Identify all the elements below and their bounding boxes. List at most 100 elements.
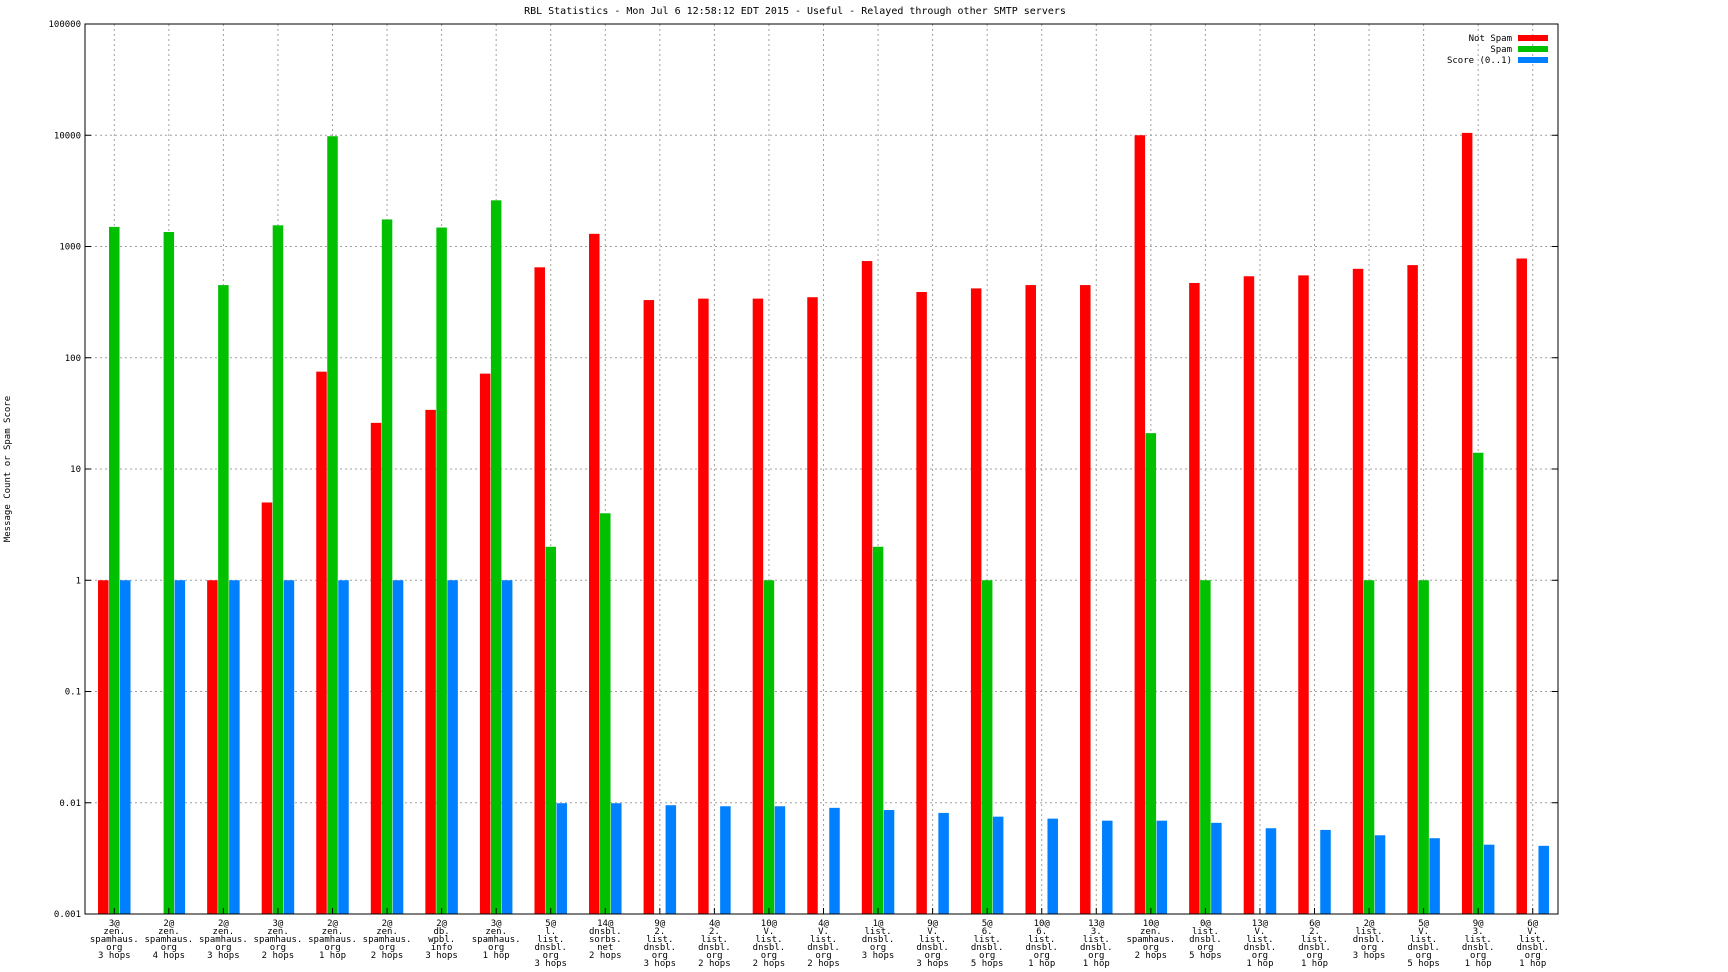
bar-not-spam	[1461, 132, 1473, 914]
bar-spam	[1363, 580, 1375, 914]
bar-score-0-1	[1047, 818, 1058, 914]
bar-not-spam	[534, 267, 545, 915]
bar-spam	[981, 580, 993, 914]
x-tick-label: 2@ zen. spamhaus. org 4 hops	[144, 919, 193, 961]
bar-not-spam	[425, 409, 436, 914]
bar-score-0-1	[938, 812, 949, 914]
bar-not-spam	[1080, 285, 1091, 915]
bar-not-spam	[1516, 258, 1527, 914]
bar-score-0-1	[120, 580, 131, 914]
bar-spam	[1200, 580, 1211, 914]
bar-not-spam	[1298, 275, 1309, 914]
y-axis-ticks: 0.001 0.01 0.1 1 10 100 1000 10000 100000	[48, 20, 1558, 920]
bar-not-spam	[479, 373, 491, 914]
x-tick-label: 2@ db. wpbl. info 3 hops	[425, 919, 458, 961]
x-tick-label: 10@ V. list. dnsbl. org 2 hops	[753, 919, 786, 969]
bar-group	[98, 132, 1549, 915]
bar-score-0-1	[1320, 829, 1331, 914]
bar-not-spam	[98, 580, 109, 914]
bar-score-0-1	[447, 580, 458, 914]
bar-not-spam	[970, 288, 982, 914]
bar-not-spam	[698, 298, 709, 915]
bar-spam	[163, 232, 175, 914]
bar-spam	[436, 227, 447, 915]
bar-score-0-1	[283, 580, 295, 914]
bar-not-spam	[861, 261, 873, 914]
x-tick-label: 2@ zen. spamhaus. org 2 hops	[363, 919, 412, 961]
bar-spam	[381, 219, 393, 914]
bar-spam	[1145, 433, 1157, 914]
y-tick-label: 0.1	[65, 688, 81, 698]
x-tick-label: 3@ zen. spamhaus. org 3 hops	[90, 919, 139, 961]
bar-score-0-1	[392, 580, 404, 914]
y-tick-label: 0.01	[59, 799, 81, 809]
bar-spam	[1472, 452, 1484, 914]
bar-not-spam	[1243, 276, 1255, 914]
x-tick-label: 9@ V. list. dnsbl. org 3 hops	[916, 919, 949, 969]
y-tick-label: 100000	[48, 20, 81, 30]
bar-score-0-1	[720, 806, 731, 914]
bar-not-spam	[589, 233, 600, 915]
bar-score-0-1	[665, 805, 677, 914]
grid-lines	[85, 24, 1558, 914]
x-tick-label: 2@ zen. spamhaus. org 1 hop	[308, 919, 357, 961]
legend-swatch	[1518, 46, 1548, 52]
bar-not-spam	[752, 298, 764, 915]
bar-not-spam	[643, 300, 655, 915]
x-tick-label: 1@ list. dnsbl. org 3 hops	[862, 919, 895, 961]
bar-score-0-1	[338, 580, 349, 914]
x-tick-label: 4@ V. list. dnsbl. org 2 hops	[807, 919, 840, 969]
bar-score-0-1	[883, 810, 895, 914]
bar-spam	[327, 136, 338, 915]
bar-not-spam	[1352, 268, 1364, 914]
bar-not-spam	[1025, 285, 1036, 915]
x-tick-label: 3@ zen. spamhaus. org 2 hops	[254, 919, 303, 961]
x-tick-label: 4@ 2. list. dnsbl. org 2 hops	[698, 919, 731, 969]
bar-score-0-1	[1265, 828, 1277, 914]
y-tick-label: 100	[65, 354, 81, 364]
bar-score-0-1	[611, 803, 622, 914]
bar-spam	[218, 285, 229, 915]
x-tick-label: 6@ V. list. dnsbl. org 1 hop	[1516, 919, 1549, 969]
bar-not-spam	[916, 291, 927, 915]
y-axis-label: Message Count or Spam Score	[3, 396, 13, 542]
x-tick-label: 13@ 3. list. dnsbl. org 1 hop	[1080, 919, 1113, 969]
chart-title: RBL Statistics - Mon Jul 6 12:58:12 EDT …	[524, 6, 1066, 17]
legend-swatch	[1518, 57, 1548, 63]
x-tick-label: 2@ zen. spamhaus. org 3 hops	[199, 919, 248, 961]
bar-score-0-1	[1102, 820, 1113, 914]
bar-not-spam	[1134, 135, 1146, 914]
x-tick-label: 14@ dnsbl. sorbs. net 2 hops	[589, 919, 622, 961]
bar-not-spam	[1407, 265, 1418, 914]
bar-spam	[109, 226, 120, 914]
y-tick-label: 10000	[54, 131, 81, 141]
y-tick-label: 1	[76, 576, 81, 586]
bar-not-spam	[261, 502, 273, 914]
bar-spam	[872, 546, 884, 914]
bar-not-spam	[370, 422, 382, 914]
y-tick-label: 1000	[59, 243, 81, 253]
x-tick-label: 2@ list. dnsbl. org 3 hops	[1353, 919, 1386, 961]
x-tick-label: 3@ zen. spamhaus. org 1 hop	[472, 919, 521, 961]
bar-score-0-1	[556, 803, 567, 914]
bar-score-0-1	[1538, 845, 1549, 914]
bar-not-spam	[807, 297, 818, 915]
x-tick-label: 5@ V. list. dnsbl. org 5 hops	[1407, 919, 1440, 969]
x-tick-label: 13@ V. list. dnsbl. org 1 hop	[1244, 919, 1277, 969]
legend-label: Score (0..1)	[1447, 56, 1512, 66]
x-tick-label: 10@ 6. list. dnsbl. org 1 hop	[1025, 919, 1058, 969]
bar-not-spam	[316, 371, 327, 915]
bar-score-0-1	[1483, 844, 1495, 914]
bar-score-0-1	[774, 806, 786, 914]
bar-not-spam	[207, 580, 218, 914]
bar-spam	[1418, 580, 1429, 914]
x-tick-label: 5@ 6. list. dnsbl. org 5 hops	[971, 919, 1004, 969]
bar-score-0-1	[829, 807, 840, 914]
bar-score-0-1	[229, 580, 240, 914]
y-tick-label: 0.001	[54, 910, 81, 920]
bar-score-0-1	[1156, 820, 1168, 914]
x-tick-label: 0@ list. dnsbl. org 5 hops	[1189, 919, 1222, 961]
legend-label: Spam	[1490, 45, 1512, 55]
